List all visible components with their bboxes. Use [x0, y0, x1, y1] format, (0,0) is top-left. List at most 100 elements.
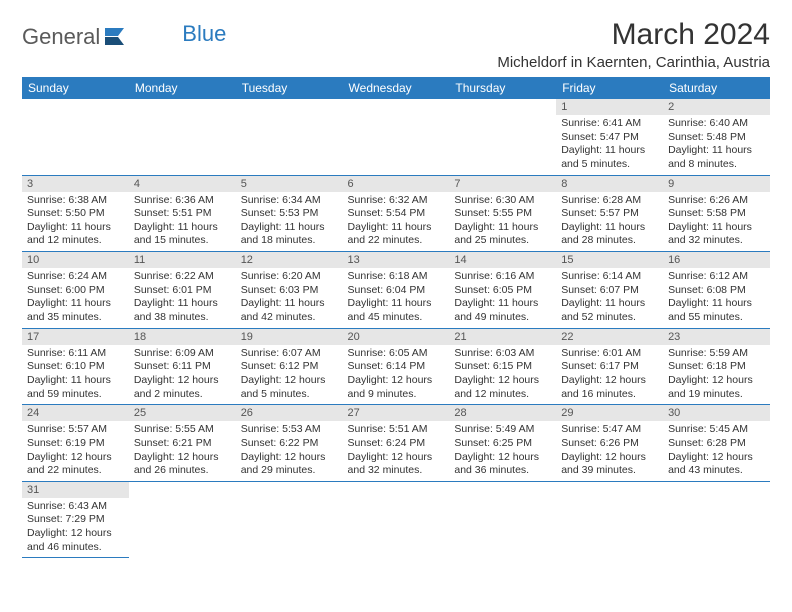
day-details: Sunrise: 6:30 AMSunset: 5:55 PMDaylight:…	[449, 192, 556, 252]
day-number: 19	[236, 329, 343, 345]
day-details: Sunrise: 6:41 AMSunset: 5:47 PMDaylight:…	[556, 115, 663, 175]
calendar-row: 10Sunrise: 6:24 AMSunset: 6:00 PMDayligh…	[22, 252, 770, 329]
day-details: Sunrise: 6:14 AMSunset: 6:07 PMDaylight:…	[556, 268, 663, 328]
calendar-row: 1Sunrise: 6:41 AMSunset: 5:47 PMDaylight…	[22, 99, 770, 175]
calendar-body: 1Sunrise: 6:41 AMSunset: 5:47 PMDaylight…	[22, 99, 770, 558]
calendar-cell: 12Sunrise: 6:20 AMSunset: 6:03 PMDayligh…	[236, 252, 343, 329]
location-text: Micheldorf in Kaernten, Carinthia, Austr…	[497, 54, 770, 71]
day-number: 6	[343, 176, 450, 192]
day-details: Sunrise: 5:59 AMSunset: 6:18 PMDaylight:…	[663, 345, 770, 405]
logo: General Blue	[22, 24, 226, 50]
calendar-cell: 3Sunrise: 6:38 AMSunset: 5:50 PMDaylight…	[22, 175, 129, 252]
calendar-cell	[449, 99, 556, 175]
day-details: Sunrise: 6:03 AMSunset: 6:15 PMDaylight:…	[449, 345, 556, 405]
calendar-cell	[22, 99, 129, 175]
weekday-header: Wednesday	[343, 77, 450, 99]
calendar-cell: 29Sunrise: 5:47 AMSunset: 6:26 PMDayligh…	[556, 405, 663, 482]
calendar-cell: 2Sunrise: 6:40 AMSunset: 5:48 PMDaylight…	[663, 99, 770, 175]
day-details: Sunrise: 6:01 AMSunset: 6:17 PMDaylight:…	[556, 345, 663, 405]
calendar-cell: 15Sunrise: 6:14 AMSunset: 6:07 PMDayligh…	[556, 252, 663, 329]
logo-text-general: General	[22, 24, 100, 50]
day-details: Sunrise: 6:09 AMSunset: 6:11 PMDaylight:…	[129, 345, 236, 405]
day-number: 7	[449, 176, 556, 192]
calendar-cell: 11Sunrise: 6:22 AMSunset: 6:01 PMDayligh…	[129, 252, 236, 329]
day-details: Sunrise: 6:34 AMSunset: 5:53 PMDaylight:…	[236, 192, 343, 252]
calendar-cell: 6Sunrise: 6:32 AMSunset: 5:54 PMDaylight…	[343, 175, 450, 252]
logo-flag-icon	[104, 27, 130, 47]
day-number: 13	[343, 252, 450, 268]
logo-text-blue: Blue	[182, 21, 226, 47]
day-number: 27	[343, 405, 450, 421]
weekday-header-row: Sunday Monday Tuesday Wednesday Thursday…	[22, 77, 770, 99]
calendar-cell	[236, 481, 343, 558]
day-number: 30	[663, 405, 770, 421]
day-details: Sunrise: 6:20 AMSunset: 6:03 PMDaylight:…	[236, 268, 343, 328]
weekday-header: Sunday	[22, 77, 129, 99]
calendar-cell	[343, 99, 450, 175]
day-details: Sunrise: 6:26 AMSunset: 5:58 PMDaylight:…	[663, 192, 770, 252]
day-details: Sunrise: 5:45 AMSunset: 6:28 PMDaylight:…	[663, 421, 770, 481]
day-details: Sunrise: 5:55 AMSunset: 6:21 PMDaylight:…	[129, 421, 236, 481]
day-details: Sunrise: 6:05 AMSunset: 6:14 PMDaylight:…	[343, 345, 450, 405]
day-details: Sunrise: 6:24 AMSunset: 6:00 PMDaylight:…	[22, 268, 129, 328]
day-details: Sunrise: 6:11 AMSunset: 6:10 PMDaylight:…	[22, 345, 129, 405]
calendar-cell: 5Sunrise: 6:34 AMSunset: 5:53 PMDaylight…	[236, 175, 343, 252]
calendar-cell: 28Sunrise: 5:49 AMSunset: 6:25 PMDayligh…	[449, 405, 556, 482]
calendar-cell: 23Sunrise: 5:59 AMSunset: 6:18 PMDayligh…	[663, 328, 770, 405]
weekday-header: Friday	[556, 77, 663, 99]
calendar-cell	[449, 481, 556, 558]
day-details: Sunrise: 6:43 AMSunset: 7:29 PMDaylight:…	[22, 498, 129, 558]
day-number: 22	[556, 329, 663, 345]
calendar-cell: 7Sunrise: 6:30 AMSunset: 5:55 PMDaylight…	[449, 175, 556, 252]
calendar-cell: 14Sunrise: 6:16 AMSunset: 6:05 PMDayligh…	[449, 252, 556, 329]
day-number: 20	[343, 329, 450, 345]
day-number: 29	[556, 405, 663, 421]
calendar-cell	[343, 481, 450, 558]
calendar-cell: 21Sunrise: 6:03 AMSunset: 6:15 PMDayligh…	[449, 328, 556, 405]
day-details: Sunrise: 6:07 AMSunset: 6:12 PMDaylight:…	[236, 345, 343, 405]
day-number: 31	[22, 482, 129, 498]
calendar-row: 3Sunrise: 6:38 AMSunset: 5:50 PMDaylight…	[22, 175, 770, 252]
day-number: 23	[663, 329, 770, 345]
calendar-row: 24Sunrise: 5:57 AMSunset: 6:19 PMDayligh…	[22, 405, 770, 482]
day-number: 18	[129, 329, 236, 345]
day-details: Sunrise: 6:36 AMSunset: 5:51 PMDaylight:…	[129, 192, 236, 252]
title-block: March 2024 Micheldorf in Kaernten, Carin…	[497, 18, 770, 71]
day-number: 1	[556, 99, 663, 115]
calendar-cell: 9Sunrise: 6:26 AMSunset: 5:58 PMDaylight…	[663, 175, 770, 252]
day-number: 17	[22, 329, 129, 345]
calendar-cell: 17Sunrise: 6:11 AMSunset: 6:10 PMDayligh…	[22, 328, 129, 405]
day-number: 4	[129, 176, 236, 192]
day-details: Sunrise: 6:32 AMSunset: 5:54 PMDaylight:…	[343, 192, 450, 252]
calendar-cell: 13Sunrise: 6:18 AMSunset: 6:04 PMDayligh…	[343, 252, 450, 329]
day-number: 26	[236, 405, 343, 421]
calendar-cell	[556, 481, 663, 558]
day-details: Sunrise: 6:38 AMSunset: 5:50 PMDaylight:…	[22, 192, 129, 252]
day-number: 11	[129, 252, 236, 268]
day-number: 15	[556, 252, 663, 268]
day-number: 3	[22, 176, 129, 192]
day-details: Sunrise: 6:28 AMSunset: 5:57 PMDaylight:…	[556, 192, 663, 252]
day-number: 2	[663, 99, 770, 115]
day-details: Sunrise: 6:22 AMSunset: 6:01 PMDaylight:…	[129, 268, 236, 328]
weekday-header: Thursday	[449, 77, 556, 99]
calendar-row: 17Sunrise: 6:11 AMSunset: 6:10 PMDayligh…	[22, 328, 770, 405]
day-number: 9	[663, 176, 770, 192]
calendar-cell: 26Sunrise: 5:53 AMSunset: 6:22 PMDayligh…	[236, 405, 343, 482]
calendar-cell: 10Sunrise: 6:24 AMSunset: 6:00 PMDayligh…	[22, 252, 129, 329]
day-details: Sunrise: 5:47 AMSunset: 6:26 PMDaylight:…	[556, 421, 663, 481]
day-number: 12	[236, 252, 343, 268]
day-number: 8	[556, 176, 663, 192]
calendar-cell	[663, 481, 770, 558]
calendar-cell: 18Sunrise: 6:09 AMSunset: 6:11 PMDayligh…	[129, 328, 236, 405]
calendar-cell: 22Sunrise: 6:01 AMSunset: 6:17 PMDayligh…	[556, 328, 663, 405]
day-details: Sunrise: 5:53 AMSunset: 6:22 PMDaylight:…	[236, 421, 343, 481]
calendar-cell: 8Sunrise: 6:28 AMSunset: 5:57 PMDaylight…	[556, 175, 663, 252]
calendar-cell: 30Sunrise: 5:45 AMSunset: 6:28 PMDayligh…	[663, 405, 770, 482]
weekday-header: Saturday	[663, 77, 770, 99]
day-details: Sunrise: 5:51 AMSunset: 6:24 PMDaylight:…	[343, 421, 450, 481]
calendar-cell: 1Sunrise: 6:41 AMSunset: 5:47 PMDaylight…	[556, 99, 663, 175]
day-number: 28	[449, 405, 556, 421]
calendar-cell: 24Sunrise: 5:57 AMSunset: 6:19 PMDayligh…	[22, 405, 129, 482]
calendar-cell: 20Sunrise: 6:05 AMSunset: 6:14 PMDayligh…	[343, 328, 450, 405]
